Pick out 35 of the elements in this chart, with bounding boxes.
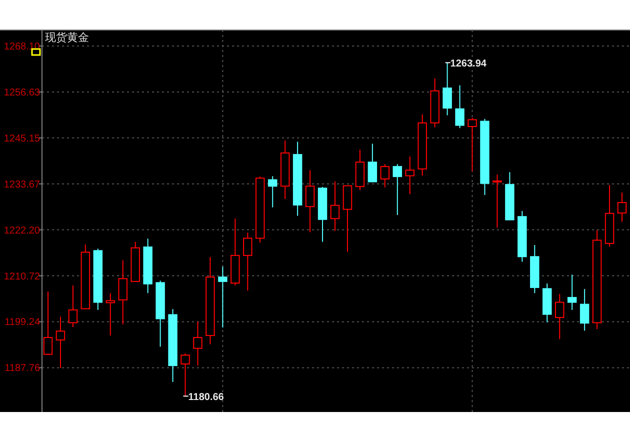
- candlestick: [455, 84, 464, 129]
- candlestick: [554, 293, 564, 340]
- candlestick: [330, 180, 340, 232]
- candlestick: [617, 192, 627, 222]
- candlestick: [68, 284, 78, 328]
- candlestick: [342, 185, 352, 252]
- candlestick: [442, 62, 452, 116]
- candlestick: [492, 174, 502, 228]
- annotation: 1180.66: [188, 392, 224, 404]
- y-tick-label: 1256.63: [4, 87, 40, 98]
- candlestick: [305, 170, 315, 233]
- y-tick-label: 1210.72: [4, 271, 40, 282]
- candlestick: [580, 288, 590, 332]
- candlestick: [468, 117, 477, 172]
- annotation: 1263.94: [450, 58, 487, 70]
- candlestick: [268, 176, 278, 208]
- candlestick: [118, 260, 128, 325]
- y-tick-label: 1187.76: [4, 363, 40, 374]
- y-tick-label: 1233.67: [4, 179, 40, 190]
- y-tick-label: 1245.15: [4, 133, 40, 144]
- candlestick: [243, 232, 252, 292]
- y-tick-label: 1199.24: [4, 317, 40, 328]
- candlestick: [368, 143, 378, 182]
- candlestick: [106, 292, 116, 336]
- candlestick: [56, 316, 66, 368]
- candlestick: [43, 290, 53, 356]
- candlestick: [405, 156, 414, 195]
- candlestick: [218, 266, 228, 328]
- candlestick: [193, 321, 202, 366]
- candlestick: [392, 164, 402, 216]
- y-tick-label: 1222.20: [4, 225, 40, 236]
- chart-title: 现货黄金: [45, 31, 89, 44]
- candlestick: [380, 164, 390, 188]
- candlestick: [567, 274, 577, 310]
- candlestick: [180, 353, 190, 397]
